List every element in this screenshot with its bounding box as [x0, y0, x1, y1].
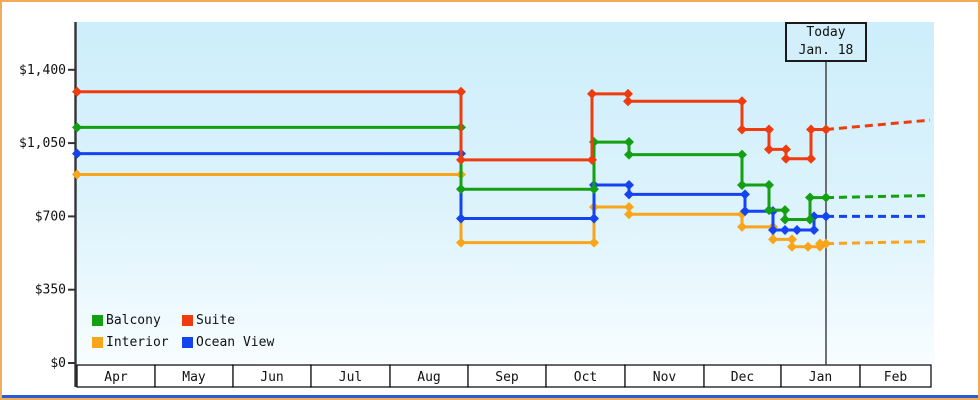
- price-point-marker-suite[interactable]: [587, 88, 597, 99]
- price-point-marker-ocean-view[interactable]: [740, 189, 750, 200]
- price-point-marker-interior[interactable]: [624, 201, 634, 212]
- price-point-marker-interior[interactable]: [768, 234, 778, 245]
- price-point-marker-balcony[interactable]: [737, 179, 747, 190]
- interior-color-swatch: [92, 337, 103, 348]
- y-tick-label: $350: [35, 283, 66, 298]
- price-point-marker-balcony[interactable]: [805, 192, 815, 203]
- price-point-marker-interior[interactable]: [456, 237, 466, 248]
- price-point-marker-suite[interactable]: [623, 88, 633, 99]
- legend-label: Suite: [196, 313, 236, 328]
- forecast-line-suite: [825, 118, 931, 131]
- price-point-marker-ocean-view[interactable]: [809, 225, 819, 236]
- price-point-marker-suite[interactable]: [806, 153, 816, 164]
- legend-item-interior[interactable]: Interior: [92, 335, 182, 350]
- price-point-marker-balcony[interactable]: [624, 149, 634, 160]
- price-point-marker-balcony[interactable]: [737, 149, 747, 160]
- price-line-suite: [77, 90, 826, 162]
- month-label: Feb: [884, 370, 908, 385]
- month-label: Aug: [417, 370, 440, 385]
- suite-color-swatch: [182, 315, 193, 326]
- price-point-marker-interior[interactable]: [72, 169, 82, 180]
- price-point-marker-ocean-view[interactable]: [792, 225, 802, 236]
- price-point-marker-balcony[interactable]: [589, 184, 599, 195]
- price-point-marker-ocean-view[interactable]: [624, 189, 634, 200]
- price-point-marker-suite[interactable]: [737, 96, 747, 107]
- price-point-marker-balcony[interactable]: [624, 137, 634, 148]
- price-point-marker-suite[interactable]: [456, 86, 466, 97]
- price-point-marker-balcony[interactable]: [764, 205, 774, 216]
- month-label: Jul: [339, 370, 362, 385]
- y-tick-label: $1,050: [19, 136, 66, 151]
- price-point-marker-suite[interactable]: [781, 144, 791, 155]
- price-point-marker-ocean-view[interactable]: [780, 225, 790, 236]
- forecast-line-interior: [825, 240, 931, 246]
- month-label: Jun: [260, 370, 283, 385]
- plot-background: [75, 22, 934, 363]
- balcony-color-swatch: [92, 315, 103, 326]
- today-label: Today: [806, 25, 846, 40]
- price-point-marker-suite[interactable]: [764, 144, 774, 155]
- price-point-marker-interior[interactable]: [787, 234, 797, 245]
- month-label: Sep: [495, 370, 519, 385]
- price-point-marker-interior[interactable]: [737, 221, 747, 232]
- price-point-marker-suite[interactable]: [764, 124, 774, 135]
- price-point-marker-interior[interactable]: [787, 241, 797, 252]
- legend-item-suite[interactable]: Suite: [182, 313, 274, 328]
- y-tick-label: $700: [35, 209, 66, 224]
- chart-legend: Balcony Suite Interior Ocean View: [92, 313, 274, 350]
- price-point-marker-interior[interactable]: [624, 209, 634, 220]
- today-date-label: Jan. 18: [798, 43, 854, 58]
- price-point-marker-ocean-view[interactable]: [456, 213, 466, 224]
- month-label: Jan: [809, 370, 832, 385]
- price-point-marker-suite[interactable]: [456, 154, 466, 165]
- price-point-marker-interior[interactable]: [821, 238, 831, 249]
- legend-label: Balcony: [106, 313, 161, 328]
- price-point-marker-ocean-view[interactable]: [72, 148, 82, 159]
- month-cell: [859, 364, 932, 388]
- y-tick-label: $0: [50, 356, 66, 371]
- price-point-marker-ocean-view[interactable]: [589, 213, 599, 224]
- month-label: Dec: [731, 370, 754, 385]
- legend-item-balcony[interactable]: Balcony: [92, 313, 182, 328]
- price-point-marker-balcony[interactable]: [780, 205, 790, 216]
- price-point-marker-interior[interactable]: [589, 237, 599, 248]
- price-line-balcony: [77, 125, 826, 221]
- price-point-marker-balcony[interactable]: [821, 192, 831, 203]
- price-point-marker-balcony[interactable]: [456, 184, 466, 195]
- forecast-line-balcony: [825, 194, 931, 200]
- price-point-marker-balcony[interactable]: [764, 179, 774, 190]
- price-point-marker-balcony[interactable]: [805, 214, 815, 225]
- price-line-interior: [77, 173, 826, 249]
- price-point-marker-suite[interactable]: [781, 153, 791, 164]
- month-label: Apr: [104, 370, 128, 385]
- window-bottom-border: [2, 395, 978, 398]
- month-label: Oct: [574, 370, 597, 385]
- price-point-marker-suite[interactable]: [737, 124, 747, 135]
- legend-label: Ocean View: [196, 335, 275, 350]
- legend-label: Interior: [106, 335, 169, 350]
- today-annotation-box: Today Jan. 18: [785, 22, 867, 62]
- price-point-marker-balcony[interactable]: [780, 214, 790, 225]
- price-point-marker-suite[interactable]: [806, 124, 816, 135]
- month-label: May: [182, 370, 206, 385]
- price-point-marker-ocean-view[interactable]: [768, 225, 778, 236]
- ocean-view-color-swatch: [182, 337, 193, 348]
- price-point-marker-suite[interactable]: [623, 96, 633, 107]
- price-line-ocean-view: [77, 152, 826, 232]
- month-label: Nov: [653, 370, 677, 385]
- price-point-marker-interior[interactable]: [815, 238, 825, 249]
- price-point-marker-ocean-view[interactable]: [624, 179, 634, 190]
- price-point-marker-ocean-view[interactable]: [740, 206, 750, 217]
- price-point-marker-balcony[interactable]: [72, 122, 82, 133]
- y-tick-label: $1,400: [19, 63, 66, 78]
- price-point-marker-suite[interactable]: [821, 124, 831, 135]
- price-point-marker-ocean-view[interactable]: [821, 211, 831, 222]
- price-point-marker-interior[interactable]: [803, 241, 813, 252]
- price-point-marker-suite[interactable]: [587, 154, 597, 165]
- legend-item-ocean-view[interactable]: Ocean View: [182, 335, 274, 350]
- price-point-marker-suite[interactable]: [72, 86, 82, 97]
